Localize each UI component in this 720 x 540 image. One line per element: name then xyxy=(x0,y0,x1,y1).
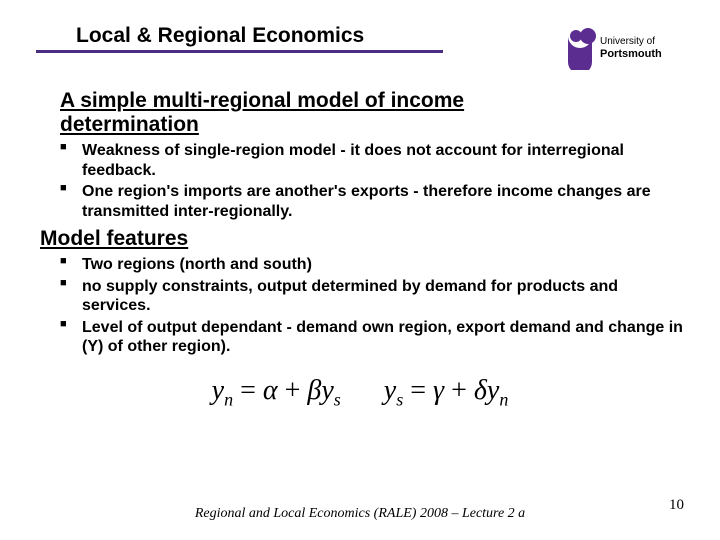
eq-var: y xyxy=(212,375,224,406)
list-item: Two regions (north and south) xyxy=(56,255,684,275)
eq-delta: δ xyxy=(474,375,487,406)
equations-block: yn = α + βys ys = γ + δyn xyxy=(36,375,684,411)
eq-var: y xyxy=(487,375,499,406)
list-item: One region's imports are another's expor… xyxy=(56,182,684,221)
eq-sub: n xyxy=(499,390,508,410)
header-row: Local & Regional Economics University of… xyxy=(36,24,684,75)
eq-var: y xyxy=(321,375,333,406)
bullet-list-2: Two regions (north and south) no supply … xyxy=(56,255,684,357)
header-title-wrap: Local & Regional Economics xyxy=(36,24,558,53)
svg-text:Portsmouth: Portsmouth xyxy=(600,48,662,60)
slide: Local & Regional Economics University of… xyxy=(0,0,720,540)
header-title: Local & Regional Economics xyxy=(36,24,558,50)
eq-beta: β xyxy=(307,375,321,406)
eq-sub: s xyxy=(396,390,403,410)
eq-gamma: γ xyxy=(433,375,444,406)
header-rule xyxy=(36,50,443,53)
list-item: no supply constraints, output determined… xyxy=(56,277,684,316)
list-item: Level of output dependant - demand own r… xyxy=(56,318,684,357)
eq-sub: n xyxy=(224,390,233,410)
equation-1: yn = α + βys xyxy=(212,375,341,411)
university-logo-icon: University of Portsmouth xyxy=(564,22,684,75)
eq-sub: s xyxy=(334,390,341,410)
page-number: 10 xyxy=(669,497,684,514)
svg-text:University of: University of xyxy=(600,36,655,47)
eq-var: y xyxy=(384,375,396,406)
list-item: Weakness of single-region model - it doe… xyxy=(56,141,684,180)
bullet-list-1: Weakness of single-region model - it doe… xyxy=(56,141,684,221)
model-features-title: Model features xyxy=(40,227,684,251)
footer-text: Regional and Local Economics (RALE) 2008… xyxy=(0,506,720,522)
equation-2: ys = γ + δyn xyxy=(384,375,509,411)
eq-alpha: α xyxy=(263,375,278,406)
section-title: A simple multi-regional model of income … xyxy=(60,89,600,137)
